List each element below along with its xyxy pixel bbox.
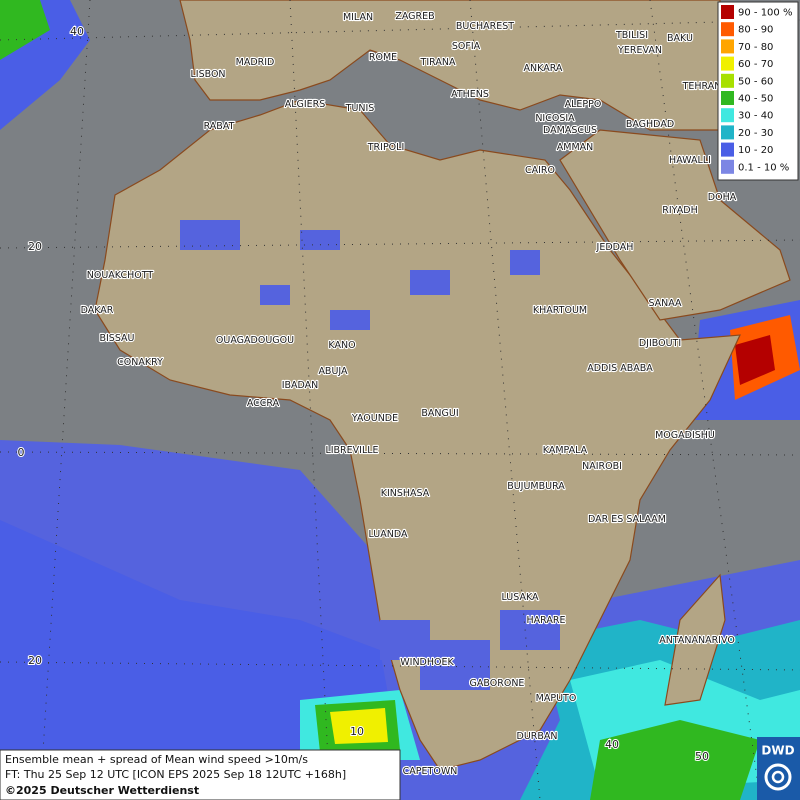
grid-label: 50 [695,750,709,763]
city-label: ACCRA [247,398,280,409]
land [94,0,791,771]
city-label: LIBREVILLE [325,445,378,456]
city-label: LUANDA [368,529,408,540]
city-label: TEHRAN [682,81,722,92]
city-label: DURBAN [517,731,558,742]
legend-swatch [721,125,734,140]
legend-swatch [721,108,734,123]
city-label: ABUJA [318,366,348,377]
city-label: TIRANA [420,57,456,68]
legend-label: 60 - 70 [738,59,773,70]
logo-text: DWD [761,744,794,758]
city-label: AMMAN [557,142,594,153]
city-label: TUNIS [345,103,375,114]
city-label: YEREVAN [617,45,662,56]
footer-text: Ensemble mean + spread of Mean wind spee… [5,753,308,766]
legend-swatch [721,5,734,19]
legend-label: 20 - 30 [738,128,773,139]
grid-label: 40 [70,25,84,38]
city-label: BISSAU [99,333,134,344]
city-label: DOHA [708,192,737,203]
city-label: DAMASCUS [543,125,597,136]
footer-text: ©2025 Deutscher Wetterdienst [5,784,199,797]
city-label: BUJUMBURA [507,481,565,492]
city-label: KAMPALA [543,445,588,456]
grid-label: 20 [28,240,42,253]
city-label: MILAN [343,12,373,23]
grid-label: 10 [350,725,364,738]
legend-label: 80 - 90 [738,25,773,36]
city-label: SOFIA [452,41,481,52]
grid-label: 40 [605,738,619,751]
city-label: YAOUNDE [351,413,398,424]
legend-label: 90 - 100 % [738,8,792,19]
legend-swatch [721,159,734,174]
city-label: BAKU [667,33,693,44]
city-label: NOUAKCHOTT [87,270,154,281]
city-label: TBILISI [615,30,648,41]
city-label: LUSAKA [501,592,539,603]
city-label: LISBON [190,69,225,80]
footer: Ensemble mean + spread of Mean wind spee… [0,749,401,800]
city-label: ALEPPO [565,99,602,110]
city-label: CAPETOWN [403,766,458,777]
city-label: KANO [328,340,355,351]
city-label: RABAT [204,121,235,132]
logo: DWD [757,737,800,800]
inland-wind [180,220,560,690]
city-label: DJIBOUTI [639,338,681,349]
city-label: CONAKRY [117,357,163,368]
city-label: ATHENS [451,89,489,100]
city-label: ADDIS ABABA [587,363,653,374]
city-label: NAIROBI [582,461,622,472]
legend-label: 10 - 20 [738,145,773,156]
footer-text: FT: Thu 25 Sep 12 UTC [ICON EPS 2025 Sep… [5,768,346,781]
legend: 90 - 100 % 80 - 90 70 - 80 60 - 70 50 - 60 40… [717,1,799,181]
city-label: BAGHDAD [626,119,674,130]
city-label: MOGADISHU [655,430,715,441]
city-label: ROME [369,52,397,63]
legend-label: 40 - 50 [738,94,773,105]
city-label: ALGIERS [285,99,326,110]
city-label: ANTANANARIVO [659,635,735,646]
city-label: ANKARA [524,63,563,74]
legend-label: 0.1 - 10 % [738,162,789,173]
legend-swatch [721,91,734,105]
city-label: RIYADH [662,205,697,216]
city-label: JEDDAH [596,242,634,253]
city-label: BANGUI [421,408,458,419]
city-label: OUAGADOUGOU [216,335,294,346]
legend-swatch [721,142,734,157]
city-label: IBADAN [282,380,319,391]
city-label: ZAGREB [395,11,434,22]
legend-swatch [721,73,734,88]
city-label: NICOSIA [535,113,575,124]
city-label: SANAA [648,298,682,309]
legend-swatch [721,22,734,37]
grid-label: 0 [18,446,25,459]
city-label: CAIRO [525,165,555,176]
legend-swatch [721,39,734,54]
city-label: DAR ES SALAAM [588,514,666,525]
city-label: TRIPOLI [367,142,405,153]
city-label: BUCHAREST [456,21,514,32]
city-label: GABORONE [470,678,525,689]
legend-label: 70 - 80 [738,42,773,53]
legend-label: 30 - 40 [738,111,773,122]
legend-label: 50 - 60 [738,76,773,87]
city-label: MADRID [236,57,275,68]
city-label: WINDHOEK [400,657,454,668]
city-label: KINSHASA [381,488,430,499]
legend-swatch [721,56,734,71]
city-label: DAKAR [81,305,114,316]
city-label: HARARE [527,615,566,626]
city-label: HAWALLI [669,155,711,166]
city-label: KHARTOUM [533,305,587,316]
grid-label: 20 [28,654,42,667]
city-label: MAPUTO [536,693,577,704]
